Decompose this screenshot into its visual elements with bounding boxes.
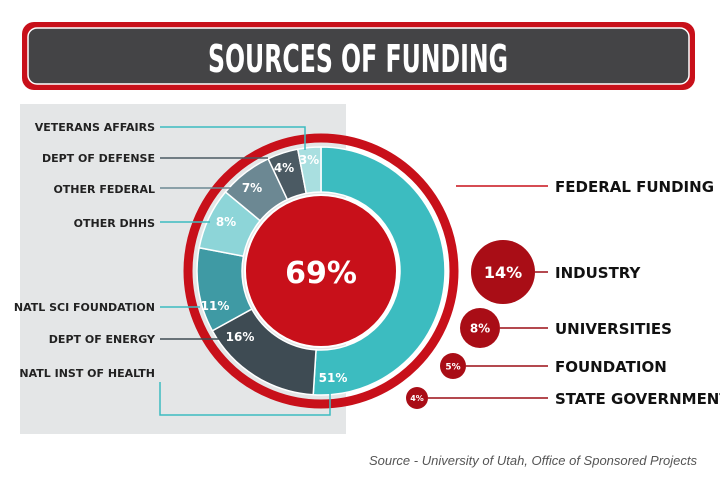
bubble-state-government (406, 387, 428, 409)
slice-category-label: NATL SCI FOUNDATION (14, 301, 155, 314)
slice-category-label: VETERANS AFFAIRS (35, 121, 155, 134)
slice-value-label: 51% (319, 371, 348, 385)
slice-category-label: OTHER DHHS (74, 217, 155, 230)
donut-slice-natl-inst-of-health (312, 146, 446, 396)
bubble-value-label: 5% (445, 362, 460, 372)
federal-total-circle (244, 194, 398, 348)
bubble-category-label: FOUNDATION (555, 358, 667, 376)
bubble-value-label: 4% (410, 394, 424, 403)
bubble-category-label: INDUSTRY (555, 264, 642, 282)
slice-value-label: 3% (299, 153, 319, 167)
page-title: SOURCES OF FUNDING (208, 37, 508, 81)
bubble-foundation (440, 353, 466, 379)
slice-value-label: 4% (274, 161, 294, 175)
leader-line (159, 382, 331, 416)
federal-funding-label: FEDERAL FUNDING (555, 178, 714, 196)
slice-category-label: OTHER FEDERAL (53, 183, 155, 196)
slice-value-label: 16% (226, 330, 255, 344)
slice-category-label: DEPT OF ENERGY (49, 333, 156, 346)
bubble-category-label: STATE GOVERNMENT (555, 390, 720, 408)
leader-line (160, 126, 306, 150)
bubble-category-label: UNIVERSITIES (555, 320, 672, 338)
bubble-value-label: 14% (484, 263, 522, 282)
slice-value-label: 8% (216, 215, 236, 229)
federal-total-label: 69% (285, 256, 357, 291)
header-inner (27, 27, 690, 85)
source-note: Source - University of Utah, Office of S… (369, 453, 698, 468)
slice-value-label: 11% (201, 299, 230, 313)
slice-category-label: NATL INST OF HEALTH (19, 367, 155, 380)
slice-category-label: DEPT OF DEFENSE (42, 152, 155, 165)
federal-outer-ring (183, 133, 459, 409)
bubble-universities (460, 308, 500, 348)
bubble-value-label: 8% (470, 322, 490, 336)
bubble-industry (471, 240, 535, 304)
slice-value-label: 7% (242, 181, 262, 195)
